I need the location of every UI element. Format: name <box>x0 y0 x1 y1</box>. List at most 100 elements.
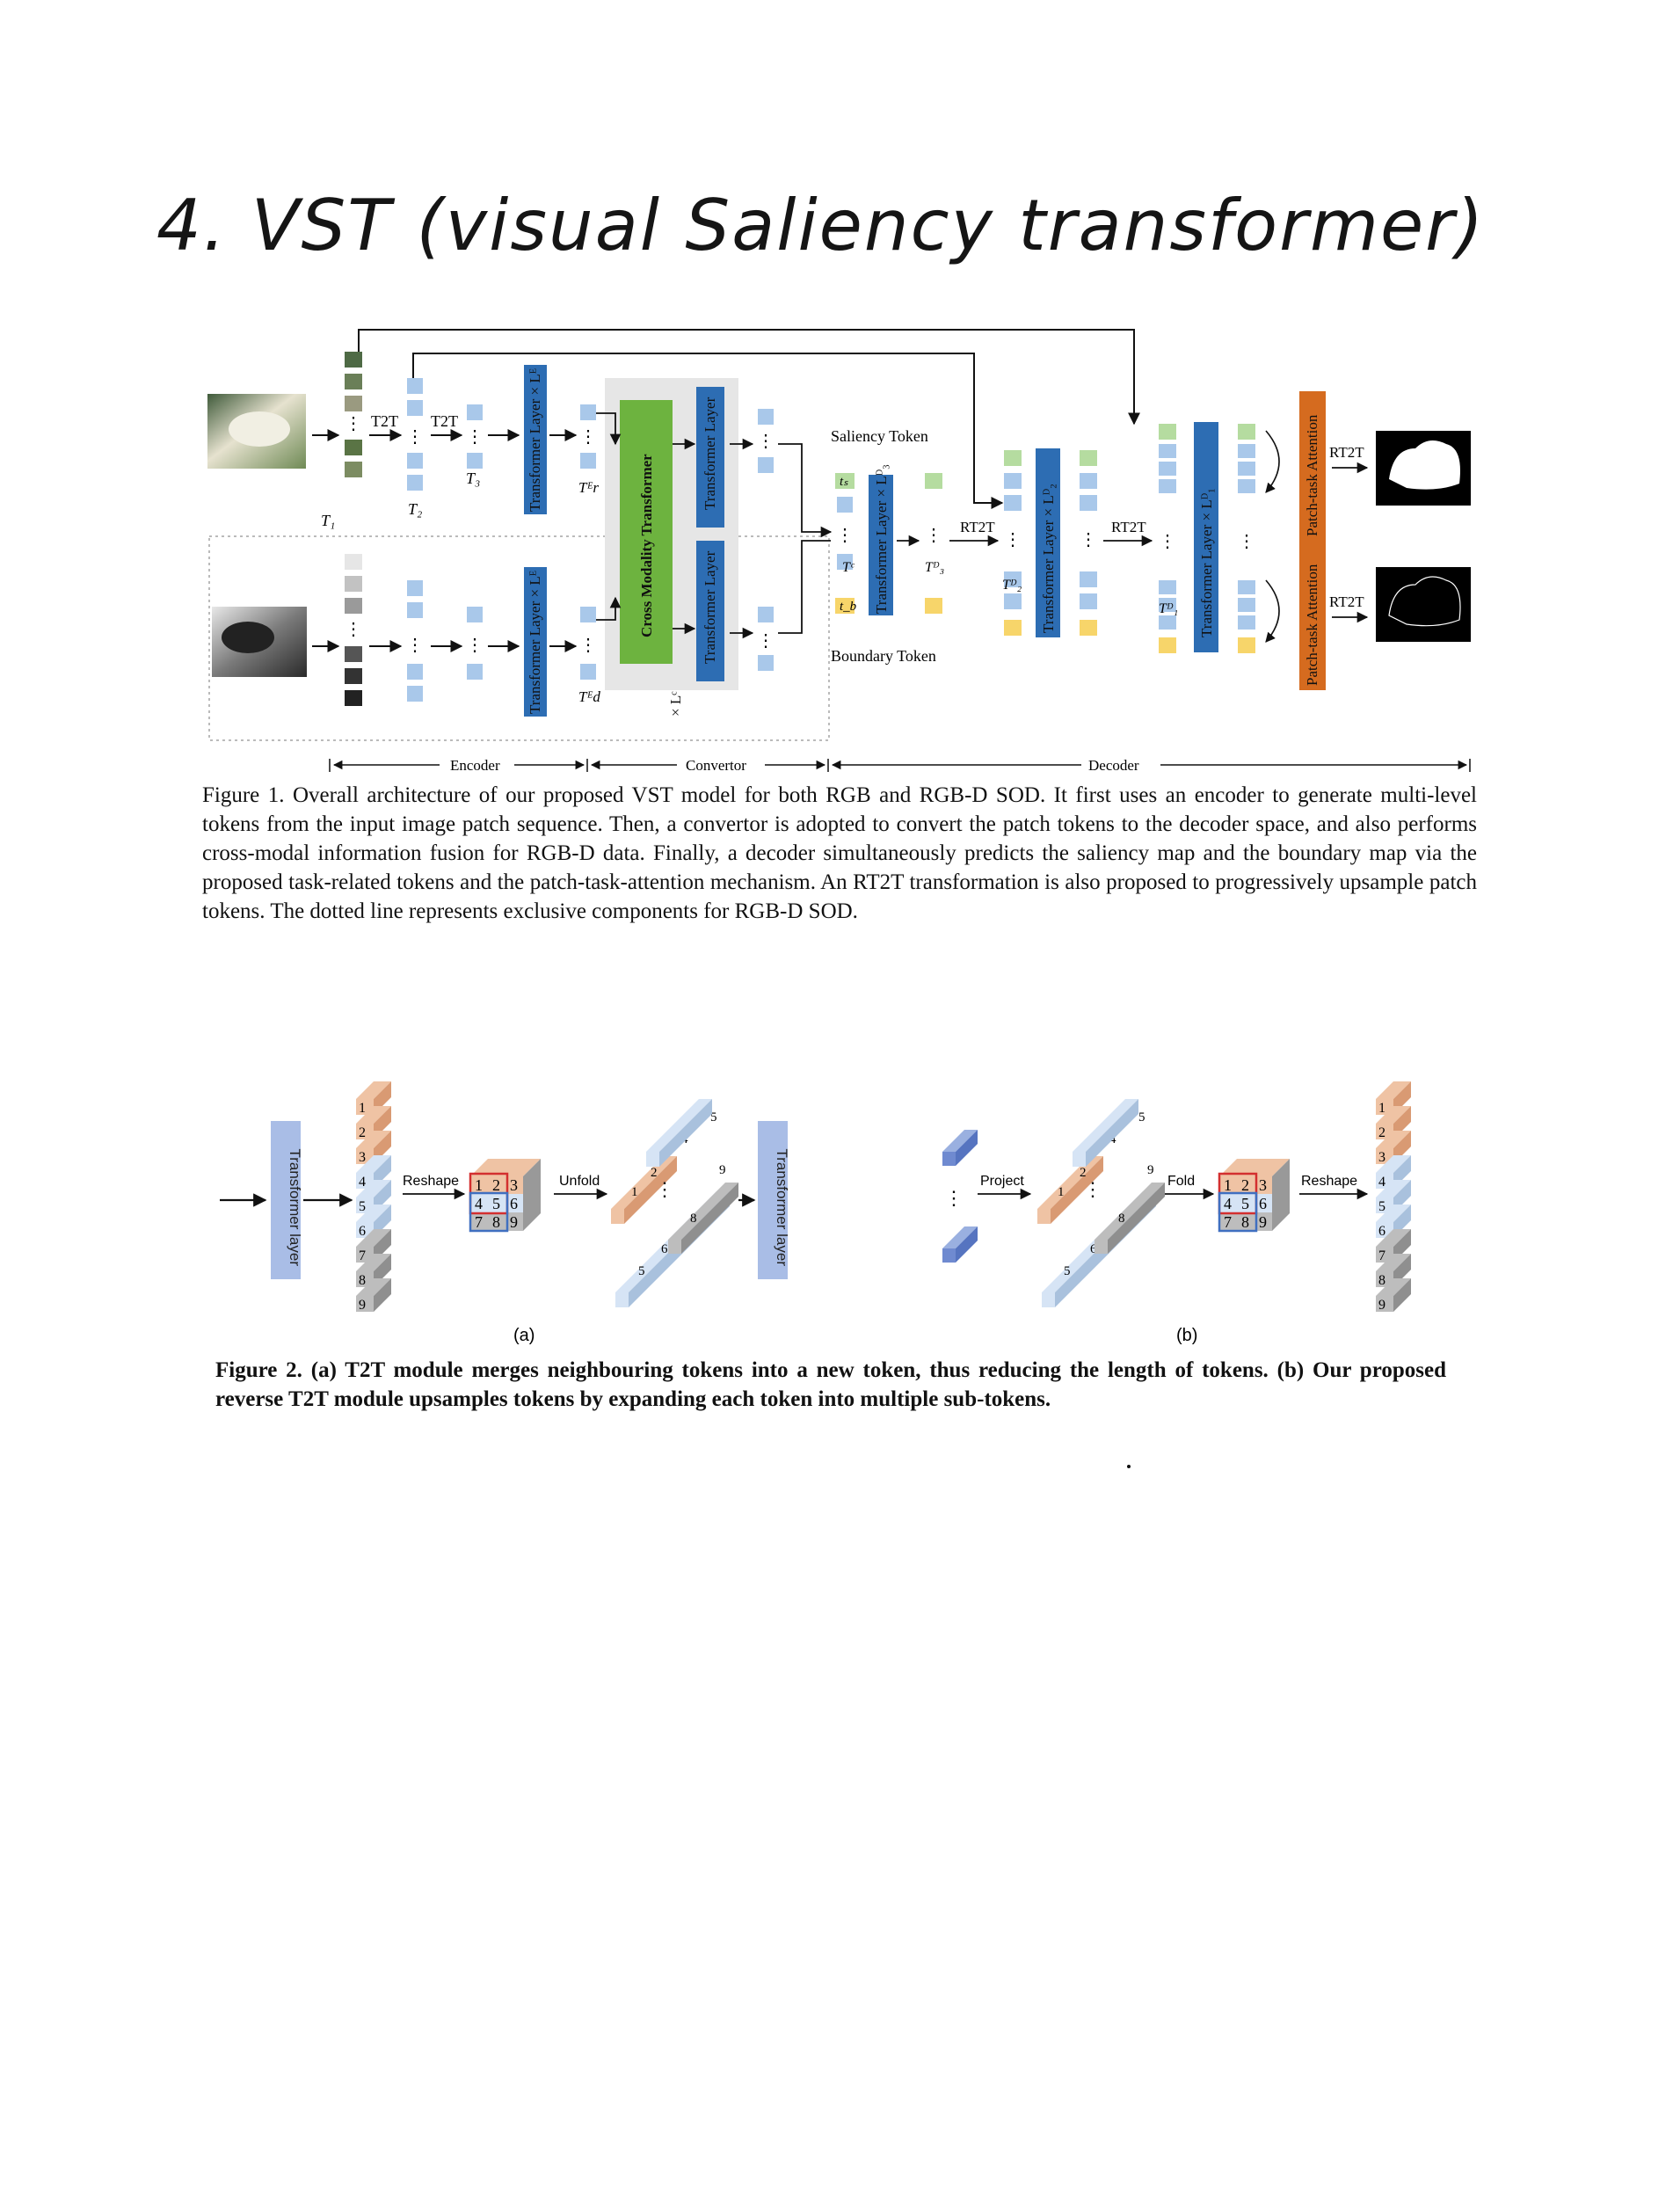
svg-text:⋮: ⋮ <box>655 1178 674 1200</box>
decoder-transformer-layer-1 <box>1194 422 1218 652</box>
svg-text:8: 8 <box>690 1212 697 1226</box>
svg-text:⋮: ⋮ <box>345 620 362 639</box>
svg-text:3: 3 <box>1259 1176 1267 1194</box>
unfolded-tokens-b: 1 2 ⋮ 5 6 4 5 8 9 <box>1037 1099 1165 1307</box>
svg-text:⋮: ⋮ <box>944 1187 964 1209</box>
t2-label: T₂ <box>408 500 422 518</box>
svg-text:5: 5 <box>1064 1264 1071 1278</box>
decoder-stage2-tokens <box>1004 450 1022 636</box>
unfolded-tokens-a: 1 2 ⋮ 5 6 4 5 8 9 <box>611 1099 738 1307</box>
svg-text:8: 8 <box>492 1213 500 1231</box>
svg-text:Transformer Layer × Lᴰ₃: Transformer Layer × Lᴰ₃ <box>873 464 890 614</box>
figure1-diagram: ⋮ ⋮ T₁ T₂ T₃ T2T T2T ⋮ ⋮ ⋮ <box>207 329 1471 774</box>
svg-text:t_b: t_b <box>840 600 857 614</box>
svg-text:4: 4 <box>1224 1195 1232 1212</box>
cross-modality-transformer <box>620 400 673 664</box>
tc-tokens <box>837 497 853 570</box>
decoder-transformer-layer-2 <box>1036 448 1060 637</box>
svg-text:Transformer layer: Transformer layer <box>287 1148 303 1266</box>
token-stack-b: 1 2 3 4 5 6 7 8 9 <box>1376 1081 1411 1313</box>
t2-token-column-depth <box>407 580 423 702</box>
figure2-caption: Figure 2. (a) T2T module merges neighbou… <box>215 1358 1446 1411</box>
t3-token-column-rgb <box>467 404 483 469</box>
svg-text:× Lᶜ: × Lᶜ <box>667 691 684 717</box>
svg-text:2: 2 <box>1080 1166 1087 1180</box>
t3-token-column-depth <box>467 607 483 680</box>
encoder-transformer-layer-depth <box>524 567 547 717</box>
svg-text:4: 4 <box>359 1175 366 1190</box>
t2t-label-1: T2T <box>371 412 398 430</box>
figure1-caption: Figure 1. Overall architecture of our pr… <box>202 783 1477 923</box>
svg-text:⋮: ⋮ <box>579 427 597 447</box>
rgb-patch-sequence: ⋮ <box>345 352 362 477</box>
svg-text:7: 7 <box>1224 1213 1232 1231</box>
svg-text:2: 2 <box>1378 1125 1385 1140</box>
patch-task-attention-boundary <box>1299 541 1326 690</box>
boundary-map-output <box>1376 567 1471 642</box>
depth-patch-sequence: ⋮ <box>345 554 362 706</box>
svg-text:5: 5 <box>359 1199 366 1214</box>
boundary-token-label: Boundary Token <box>831 647 936 665</box>
svg-text:1: 1 <box>1058 1185 1065 1199</box>
svg-text:⋮: ⋮ <box>757 432 775 451</box>
t2t-label-2: T2T <box>431 412 458 430</box>
svg-text:7: 7 <box>1378 1248 1385 1263</box>
svg-text:5: 5 <box>1138 1110 1145 1124</box>
svg-text:Transformer Layer × Lᴰ₂: Transformer Layer × Lᴰ₂ <box>1040 484 1057 633</box>
svg-text:Transformer Layer × Lᴱ: Transformer Layer × Lᴱ <box>527 571 543 714</box>
svg-text:⋮: ⋮ <box>466 427 484 447</box>
encoder-span-label: Encoder <box>450 757 500 774</box>
svg-text:Transformer layer: Transformer layer <box>774 1148 790 1266</box>
svg-text:⋮: ⋮ <box>1083 1178 1102 1200</box>
svg-text:Tᴰ₂: Tᴰ₂ <box>1002 578 1022 593</box>
stray-dot <box>1127 1465 1131 1468</box>
svg-text:3: 3 <box>359 1150 366 1165</box>
svg-text:7: 7 <box>359 1248 366 1263</box>
subfigure-b-label: (b) <box>1176 1326 1197 1345</box>
token-stack-a: 1 2 3 4 5 6 7 8 9 <box>356 1081 391 1313</box>
svg-text:6: 6 <box>1378 1224 1385 1239</box>
svg-text:RT2T: RT2T <box>1329 444 1364 461</box>
svg-text:⋮: ⋮ <box>1238 532 1255 551</box>
svg-text:Transformer Layer × Lᴰ₁: Transformer Layer × Lᴰ₁ <box>1198 488 1215 637</box>
svg-text:1: 1 <box>1224 1176 1232 1194</box>
svg-text:3: 3 <box>1378 1150 1385 1165</box>
boundary-token <box>835 598 855 614</box>
t1-label: T₁ <box>321 512 335 529</box>
svg-text:1: 1 <box>475 1176 483 1194</box>
svg-text:Tᶜ: Tᶜ <box>842 560 855 575</box>
svg-text:Transformer Layer: Transformer Layer <box>702 550 718 664</box>
rt2t-label-1: RT2T <box>960 519 995 535</box>
svg-text:2: 2 <box>1241 1176 1249 1194</box>
svg-text:7: 7 <box>475 1213 483 1231</box>
transformer-layer-a-right <box>758 1121 788 1279</box>
decoder-stage2-output-tokens <box>1080 450 1097 636</box>
transformer-layer-a-left <box>271 1121 301 1279</box>
svg-text:⋮: ⋮ <box>925 526 942 545</box>
t2-token-column-rgb <box>407 378 423 491</box>
decoder-transformer-layer-3 <box>869 475 893 615</box>
svg-text:9: 9 <box>359 1298 366 1313</box>
decoder-stage1-output-tokens <box>1238 424 1255 653</box>
svg-text:5: 5 <box>710 1110 717 1124</box>
svg-text:Project: Project <box>980 1174 1024 1189</box>
svg-text:Transformer Layer: Transformer Layer <box>702 397 718 510</box>
svg-text:⋮: ⋮ <box>406 427 424 447</box>
saliency-token <box>835 473 855 489</box>
svg-text:4: 4 <box>475 1195 483 1212</box>
skip-connection-1 <box>358 329 1140 426</box>
td-e-tokens <box>580 607 596 680</box>
decoder-span-label: Decoder <box>1088 757 1139 774</box>
svg-text:6: 6 <box>359 1224 366 1239</box>
td-e-label: Tᴱd <box>578 688 600 705</box>
svg-text:2: 2 <box>492 1176 500 1194</box>
svg-text:2: 2 <box>359 1125 366 1140</box>
saliency-token-label: Saliency Token <box>831 427 928 445</box>
svg-text:5: 5 <box>492 1195 500 1212</box>
svg-text:Reshape: Reshape <box>403 1174 459 1189</box>
svg-text:5: 5 <box>1378 1199 1385 1214</box>
t3-label: T₃ <box>466 469 480 487</box>
svg-text:6: 6 <box>510 1195 518 1212</box>
svg-text:9: 9 <box>1259 1213 1267 1231</box>
